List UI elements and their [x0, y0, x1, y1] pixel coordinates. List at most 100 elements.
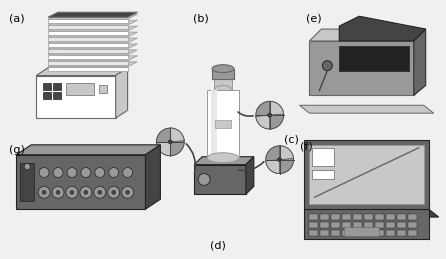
- Circle shape: [268, 113, 272, 117]
- Circle shape: [53, 168, 63, 177]
- Polygon shape: [48, 26, 137, 31]
- Bar: [20, 163, 34, 201]
- Bar: [320, 222, 329, 228]
- Circle shape: [266, 146, 293, 174]
- Bar: [53, 92, 61, 99]
- Bar: [364, 230, 373, 236]
- Bar: [364, 222, 373, 228]
- Bar: [310, 145, 424, 204]
- Polygon shape: [48, 12, 137, 17]
- Circle shape: [168, 140, 172, 144]
- Circle shape: [52, 186, 64, 198]
- Bar: [364, 214, 373, 220]
- Circle shape: [39, 168, 49, 177]
- Bar: [310, 222, 318, 228]
- Polygon shape: [48, 43, 128, 47]
- Polygon shape: [48, 67, 128, 71]
- Bar: [313, 148, 334, 166]
- Bar: [53, 83, 61, 90]
- Bar: [342, 222, 351, 228]
- Polygon shape: [48, 62, 137, 67]
- Polygon shape: [116, 68, 128, 118]
- Circle shape: [122, 186, 133, 198]
- Bar: [375, 222, 384, 228]
- Polygon shape: [414, 29, 426, 95]
- Text: (e): (e): [306, 13, 322, 23]
- Polygon shape: [214, 77, 232, 90]
- Wedge shape: [157, 142, 170, 156]
- Wedge shape: [270, 101, 284, 115]
- Bar: [331, 222, 340, 228]
- Circle shape: [322, 61, 332, 71]
- Bar: [331, 214, 340, 220]
- Polygon shape: [48, 61, 128, 65]
- Polygon shape: [48, 55, 128, 59]
- Polygon shape: [145, 145, 161, 209]
- Bar: [320, 230, 329, 236]
- Polygon shape: [310, 41, 414, 95]
- Circle shape: [123, 168, 132, 177]
- Polygon shape: [207, 90, 239, 158]
- Bar: [43, 83, 51, 90]
- Bar: [310, 230, 318, 236]
- Circle shape: [38, 186, 50, 198]
- Polygon shape: [305, 209, 429, 239]
- Polygon shape: [48, 14, 137, 19]
- Bar: [353, 222, 362, 228]
- Circle shape: [98, 190, 102, 194]
- Polygon shape: [211, 90, 217, 158]
- Bar: [99, 85, 107, 93]
- Circle shape: [108, 186, 120, 198]
- Bar: [310, 214, 318, 220]
- Ellipse shape: [207, 153, 239, 163]
- Text: (a): (a): [9, 13, 25, 23]
- Bar: [375, 214, 384, 220]
- Polygon shape: [246, 157, 254, 194]
- Bar: [397, 214, 406, 220]
- Text: (g): (g): [9, 145, 25, 155]
- Polygon shape: [17, 155, 145, 209]
- Bar: [386, 222, 395, 228]
- Wedge shape: [256, 115, 270, 129]
- Polygon shape: [194, 165, 246, 194]
- Polygon shape: [194, 157, 254, 165]
- Bar: [320, 214, 329, 220]
- Wedge shape: [266, 160, 280, 174]
- Circle shape: [157, 128, 184, 156]
- Bar: [397, 230, 406, 236]
- Polygon shape: [36, 68, 128, 76]
- Bar: [331, 230, 340, 236]
- Circle shape: [80, 186, 92, 198]
- Ellipse shape: [212, 65, 234, 73]
- Circle shape: [70, 190, 74, 194]
- Polygon shape: [48, 44, 137, 49]
- Circle shape: [278, 158, 281, 162]
- Polygon shape: [48, 49, 128, 53]
- Polygon shape: [339, 46, 409, 71]
- Circle shape: [95, 168, 105, 177]
- Circle shape: [24, 164, 30, 170]
- Circle shape: [198, 174, 210, 185]
- Text: (f): (f): [300, 142, 312, 152]
- Bar: [344, 227, 379, 236]
- Polygon shape: [17, 145, 161, 155]
- Polygon shape: [305, 209, 439, 217]
- Polygon shape: [48, 50, 137, 55]
- Bar: [386, 230, 395, 236]
- Bar: [342, 214, 351, 220]
- Polygon shape: [48, 56, 137, 61]
- Polygon shape: [48, 31, 128, 35]
- Circle shape: [67, 168, 77, 177]
- Polygon shape: [48, 38, 137, 43]
- Wedge shape: [280, 146, 293, 160]
- Bar: [397, 222, 406, 228]
- Polygon shape: [36, 76, 116, 118]
- Circle shape: [109, 168, 119, 177]
- Circle shape: [66, 186, 78, 198]
- Text: (c): (c): [284, 135, 298, 145]
- Bar: [408, 214, 417, 220]
- Bar: [342, 230, 351, 236]
- Bar: [313, 170, 334, 179]
- Circle shape: [94, 186, 106, 198]
- Polygon shape: [48, 25, 128, 29]
